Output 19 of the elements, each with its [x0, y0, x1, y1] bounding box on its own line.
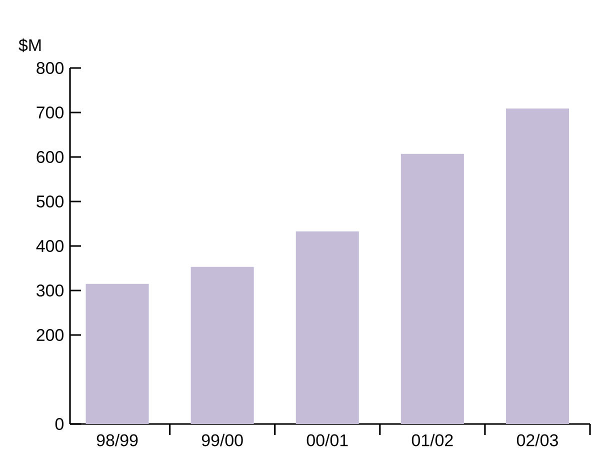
x-tick-label: 98/99	[96, 434, 138, 446]
bar	[506, 108, 569, 424]
bar	[86, 284, 149, 424]
y-tick-label: 500	[36, 196, 64, 208]
y-tick-label: 600	[36, 151, 64, 164]
y-tick-label: 200	[36, 329, 64, 342]
y-axis-title: $M	[18, 38, 41, 52]
bar	[400, 154, 464, 424]
y-tick-label: 400	[36, 240, 64, 252]
x-tick-label: 99/00	[202, 434, 243, 446]
y-tick-label: 300	[36, 284, 64, 297]
x-tick-label: 01/02	[412, 434, 453, 446]
x-tick-label: 00/01	[306, 434, 348, 446]
y-tick-label: 700	[36, 106, 64, 119]
y-tick-label: 800	[36, 62, 64, 74]
x-tick-label: 02/03	[516, 434, 558, 446]
bar	[190, 266, 254, 424]
bar	[296, 231, 359, 424]
y-tick-label: 0	[55, 418, 64, 430]
